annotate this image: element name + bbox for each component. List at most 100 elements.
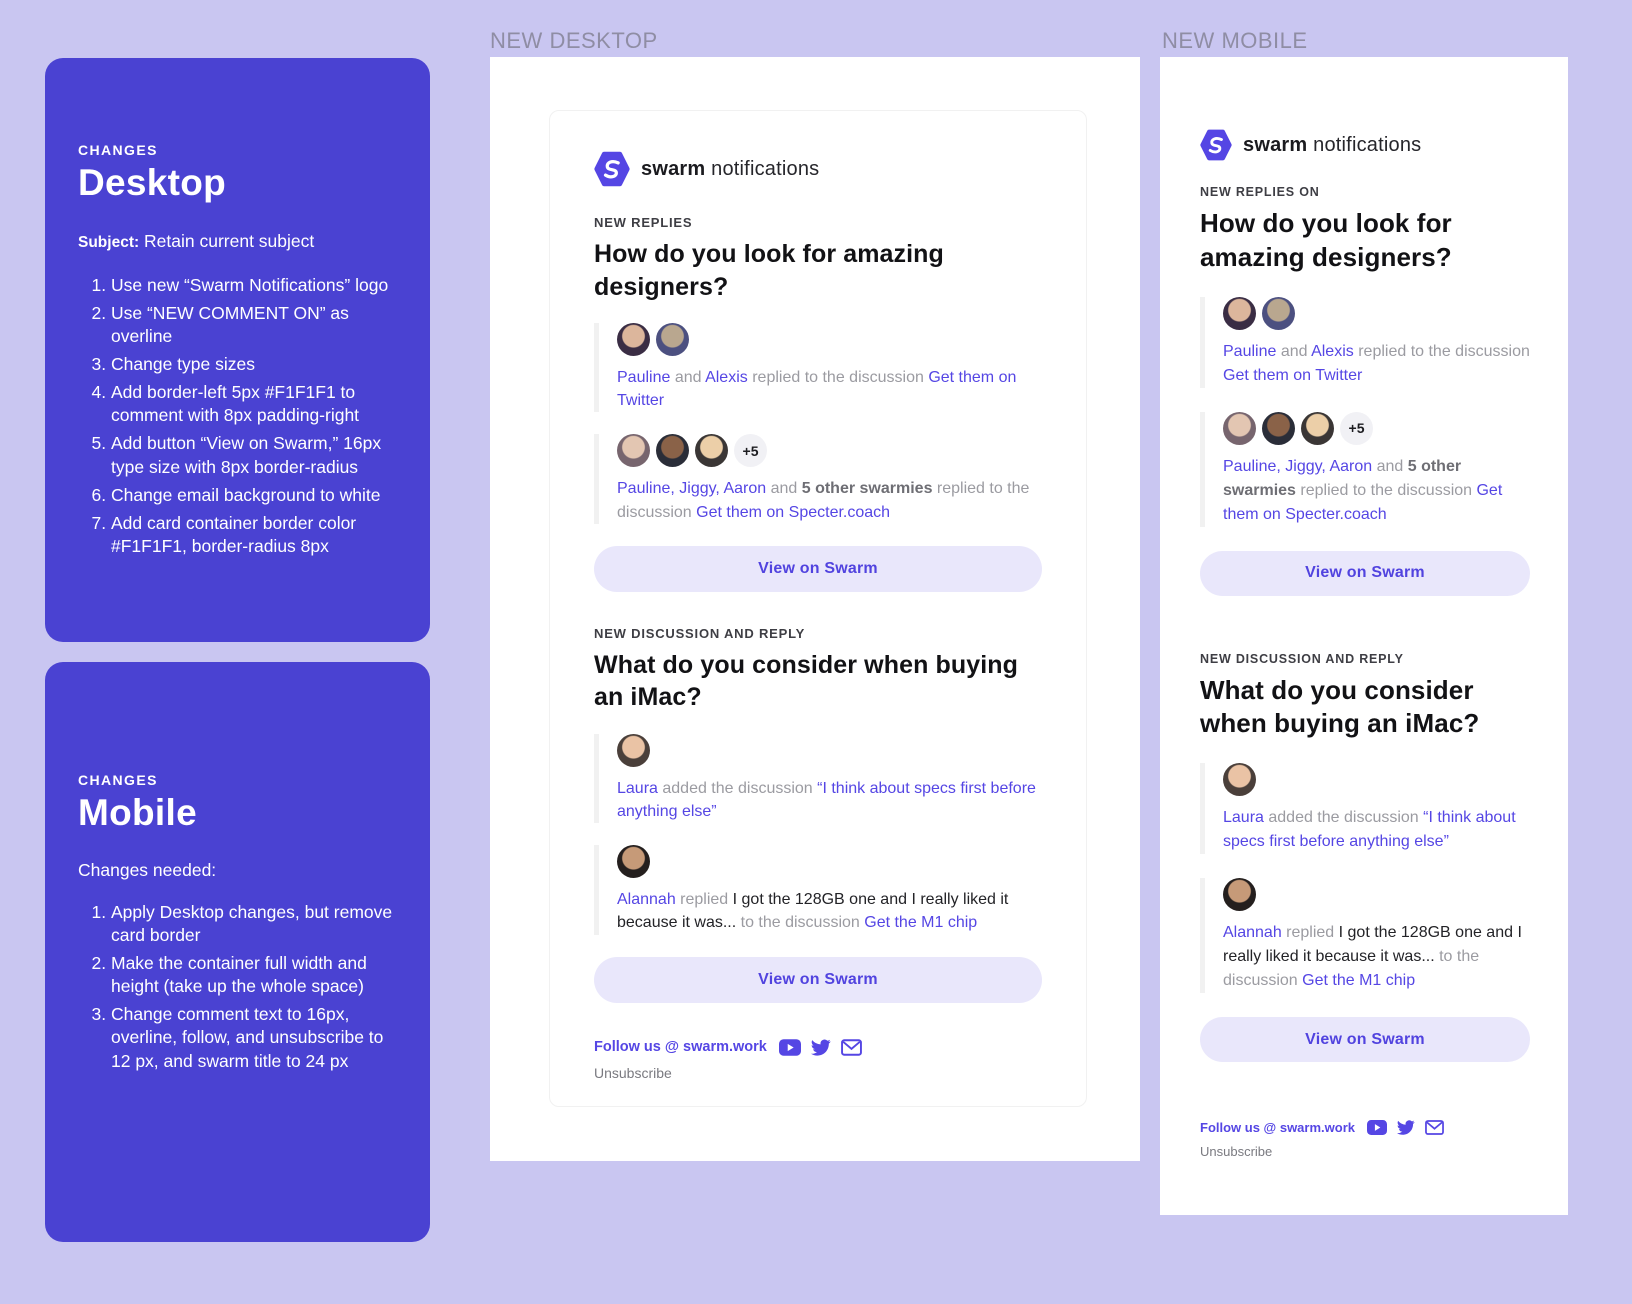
comment-text-segment: and xyxy=(670,369,706,386)
panel-title-desktop: Desktop xyxy=(78,162,227,203)
changes-needed-intro: Changes needed: xyxy=(78,860,217,880)
new-desktop-label: NEW DESKTOP xyxy=(490,28,658,53)
inline-link[interactable]: Alannah xyxy=(1223,924,1282,942)
email-footer: Follow us @ swarm.work xyxy=(594,1038,1042,1056)
comment-text-segment: replied xyxy=(675,891,733,909)
comment-text: Pauline and Alexis replied to the discus… xyxy=(1223,340,1530,388)
twitter-icon[interactable] xyxy=(1396,1120,1415,1135)
change-list-item: Apply Desktop changes, but remove card b… xyxy=(111,901,397,947)
desktop-changes-list: Use new “Swarm Notifications” logo Use “N… xyxy=(78,274,397,558)
inline-link[interactable]: Get the M1 chip xyxy=(864,914,978,932)
inline-link[interactable]: Pauline, Jiggy, Aaron xyxy=(617,480,767,498)
change-list-item: Use “NEW COMMENT ON” as overline xyxy=(111,302,397,348)
inline-link[interactable]: Get them on Specter.coach xyxy=(696,503,891,521)
comment-text: Pauline, Jiggy, Aaron and 5 other swarmi… xyxy=(617,477,1042,523)
inline-link[interactable]: Pauline xyxy=(1223,342,1277,360)
avatar-row xyxy=(1223,878,1530,912)
avatar-row: +5 xyxy=(617,434,1042,468)
twitter-icon[interactable] xyxy=(810,1039,831,1056)
inline-link[interactable]: Get them on Specter.coach xyxy=(1223,481,1503,523)
change-list-item: Add border-left 5px #F1F1F1 to comment w… xyxy=(111,381,397,427)
discussion-title: How do you look for amazing designers? xyxy=(1200,208,1452,272)
brand-wordmark: swarm notifications xyxy=(641,158,819,181)
follow-link[interactable]: Follow us @ swarm.work xyxy=(1200,1120,1355,1136)
panel-title-mobile: Mobile xyxy=(78,792,197,833)
change-list-item: Change comment text to 16px, overline, f… xyxy=(111,1003,397,1072)
discussion-title: How do you look for amazing designers? xyxy=(594,240,944,301)
avatar-laura xyxy=(617,733,650,767)
inline-link[interactable]: Alexis xyxy=(705,369,748,386)
comment-text-segment: and xyxy=(1372,457,1408,475)
email-card: swarm notifications NEW REPLIES How do y… xyxy=(549,110,1087,1107)
change-list-item: Add card container border color #F1F1F1,… xyxy=(111,512,397,558)
comment-text-segment: replied to the discussion xyxy=(617,480,1030,521)
comment-text: Alannah replied I got the 128GB one and … xyxy=(617,888,1042,934)
view-on-swarm-button[interactable]: View on Swarm xyxy=(1200,1017,1530,1063)
section-overline: NEW REPLIES ON xyxy=(1200,185,1320,199)
comment-block: +5 Pauline, Jiggy, Aaron and 5 other swa… xyxy=(594,434,1042,524)
unsubscribe-link[interactable]: Unsubscribe xyxy=(594,1064,672,1081)
comment-block: Laura added the discussion “I think abou… xyxy=(594,733,1042,824)
change-list-item: Add button “View on Swarm,” 16px type si… xyxy=(111,432,397,478)
comment-text-segment: replied xyxy=(1281,924,1339,942)
inline-link[interactable]: “I think about specs first before anythi… xyxy=(1223,809,1516,851)
view-on-swarm-button[interactable]: View on Swarm xyxy=(594,545,1042,592)
inline-link[interactable]: “I think about specs first before anythi… xyxy=(617,779,1036,820)
avatar-row xyxy=(1223,763,1530,797)
mobile-email-preview-panel: swarm notifications NEW REPLIES ON How d… xyxy=(1160,57,1568,1215)
inline-link[interactable]: Get them on Twitter xyxy=(617,369,1017,410)
section-overline: NEW DISCUSSION AND REPLY xyxy=(594,625,806,641)
inline-link[interactable]: Pauline xyxy=(617,369,671,386)
mail-icon[interactable] xyxy=(840,1038,862,1056)
comment-text-segment: and xyxy=(1276,342,1312,360)
section-overline: NEW DISCUSSION AND REPLY xyxy=(1200,651,1404,666)
avatar-row xyxy=(617,733,1042,767)
avatar-aaron xyxy=(1301,411,1334,445)
inline-link[interactable]: Laura xyxy=(617,779,658,797)
change-list-item: Change email background to white xyxy=(111,484,397,507)
avatar-jiggy xyxy=(656,434,689,468)
inline-link[interactable]: Pauline, Jiggy, Aaron xyxy=(1223,457,1373,475)
inline-link[interactable]: Get them on Twitter xyxy=(1223,366,1363,384)
brand-logo: swarm notifications xyxy=(1200,129,1530,161)
inline-link[interactable]: Laura xyxy=(1223,809,1264,827)
inline-link[interactable]: Alexis xyxy=(1311,342,1354,360)
comment-text: Laura added the discussion “I think abou… xyxy=(1223,806,1530,854)
more-count-badge: +5 xyxy=(1340,411,1373,445)
social-icons xyxy=(778,1038,862,1056)
section-overline: NEW REPLIES xyxy=(594,215,693,230)
avatar-alexis xyxy=(1262,296,1295,330)
youtube-icon[interactable] xyxy=(778,1038,801,1056)
avatar-jiggy xyxy=(1262,411,1295,445)
comment-text-segment: 5 other swarmies xyxy=(1223,457,1462,499)
youtube-icon[interactable] xyxy=(1366,1120,1387,1136)
mobile-changes-list: Apply Desktop changes, but remove card b… xyxy=(78,901,397,1073)
comment-text: Laura added the discussion “I think abou… xyxy=(617,777,1042,823)
inline-link[interactable]: Alannah xyxy=(617,891,676,909)
comment-text-segment: added the discussion xyxy=(657,779,818,797)
unsubscribe-link[interactable]: Unsubscribe xyxy=(1200,1144,1273,1160)
brand-light: notifications xyxy=(1313,133,1422,156)
mail-icon[interactable] xyxy=(1425,1120,1444,1136)
brand-logo: swarm notifications xyxy=(594,151,1042,187)
comment-text-segment: replied to the discussion xyxy=(747,369,929,386)
view-on-swarm-button[interactable]: View on Swarm xyxy=(594,956,1042,1003)
comment-text: Alannah replied I got the 128GB one and … xyxy=(1223,921,1530,993)
changes-overline: CHANGES xyxy=(78,772,158,788)
subject-line: Subject: Retain current subject xyxy=(78,230,397,254)
inline-link[interactable]: Get the M1 chip xyxy=(1302,972,1416,990)
changes-overline: CHANGES xyxy=(78,142,158,158)
view-on-swarm-button[interactable]: View on Swarm xyxy=(1200,550,1530,596)
comment-block: Laura added the discussion “I think abou… xyxy=(1200,763,1530,855)
desktop-email-preview-panel: swarm notifications NEW REPLIES How do y… xyxy=(490,57,1140,1161)
comment-text-segment: replied to the discussion xyxy=(1295,481,1477,499)
comment-text: Pauline and Alexis replied to the discus… xyxy=(617,366,1042,412)
change-list-item: Use new “Swarm Notifications” logo xyxy=(111,274,397,297)
follow-link[interactable]: Follow us @ swarm.work xyxy=(594,1039,767,1055)
avatar-laura xyxy=(1223,763,1256,797)
avatar-aaron xyxy=(695,434,728,468)
subject-label: Subject: xyxy=(78,234,140,251)
swarm-hexagon-logo-icon xyxy=(1200,129,1232,161)
avatar-row xyxy=(617,845,1042,879)
comment-text-segment: and xyxy=(766,480,802,498)
